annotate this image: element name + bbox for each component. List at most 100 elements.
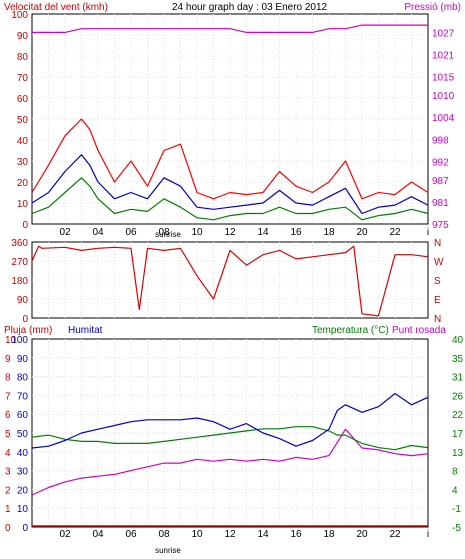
rain-tick-label: 3 — [5, 467, 11, 478]
right-tick-label: 998 — [432, 135, 449, 146]
left-tick-label: 70 — [17, 73, 29, 84]
humidity-tick-label: 40 — [17, 448, 29, 459]
right-tick-label: 975 — [432, 220, 449, 231]
chart-title: 24 hour graph day : 03 Enero 2012 — [172, 2, 328, 13]
sunrise-label-bottom: sunrise — [155, 546, 181, 555]
right-tick-label: 1027 — [432, 28, 455, 39]
rain-tick-label: 4 — [5, 448, 11, 459]
compass-tick-label: N — [434, 238, 441, 249]
temperature-tick-label: 4 — [452, 485, 458, 496]
left-tick-label: 0 — [22, 220, 28, 231]
wind-grid — [32, 14, 428, 224]
x-tick-label: 18 — [323, 529, 335, 540]
x-tick-label: 22 — [389, 529, 401, 540]
wind-direction-series — [31, 245, 429, 317]
humidity-tick-label: 80 — [17, 373, 29, 384]
direction-tick-label: 270 — [11, 257, 28, 268]
rain-axis-label: Pluja (mm) — [4, 325, 52, 336]
gust-series — [31, 118, 429, 200]
compass-tick-label: S — [434, 276, 441, 287]
x-tick-label: 04 — [92, 529, 104, 540]
sunrise-label-top: sunrise — [155, 230, 181, 239]
rain-tick-label: 7 — [5, 391, 11, 402]
temperature-tick-label: 17 — [452, 429, 464, 440]
rain-tick-label: 1 — [5, 504, 11, 515]
right-tick-label: 1004 — [432, 113, 455, 124]
temperature-tick-label: 22 — [452, 410, 464, 421]
wind-speed-axis-label: Velocitat del vent (kmh) — [4, 2, 108, 13]
humidity-tick-label: 60 — [17, 410, 29, 421]
compass-tick-label: N — [434, 314, 441, 325]
temperature-tick-label: 40 — [452, 335, 464, 346]
right-tick-label: 1021 — [432, 51, 455, 62]
rain-tick-label: 0 — [5, 523, 11, 534]
x-tick-label: 22 — [389, 227, 401, 238]
wind-speed-series — [31, 177, 429, 221]
left-tick-label: 100 — [11, 10, 28, 21]
temperature-tick-label: 26 — [452, 391, 464, 402]
direction-axis-ticks: 0 N 90 E 180 S 270 W 360 N — [11, 238, 444, 325]
right-tick-label: 987 — [432, 176, 449, 187]
right-tick-label: 981 — [432, 198, 449, 209]
left-tick-label: 20 — [17, 178, 29, 189]
direction-tick-label: 0 — [22, 314, 28, 325]
x-tick-label: 14 — [257, 227, 269, 238]
rain-tick-label: 9 — [5, 354, 11, 365]
dewpoint-axis-label: Punt rosada — [392, 325, 446, 336]
humidity-tick-label: 10 — [17, 504, 29, 515]
rain-tick-label: 10 — [5, 335, 17, 346]
pressure-axis-label: Pressió (mb) — [404, 2, 461, 13]
x-tick-label: 06 — [125, 529, 137, 540]
humidity-tick-label: 20 — [17, 485, 29, 496]
wind-direction-series — [31, 245, 429, 317]
right-tick-label: 992 — [432, 157, 449, 168]
average-wind-series — [31, 154, 429, 215]
dewpoint-series — [31, 428, 429, 496]
x-tick-label: i — [427, 529, 429, 540]
temperature-tick-label: -5 — [452, 523, 461, 534]
humidity-tick-label: 50 — [17, 429, 29, 440]
wind-axis-ticks: 0102030405060708090100975981987992998100… — [11, 10, 454, 238]
left-tick-label: 90 — [17, 31, 29, 42]
left-tick-label: 80 — [17, 52, 29, 63]
climate-series — [31, 392, 429, 527]
temperature-axis-label: Temperatura (°C) — [312, 325, 389, 336]
x-tick-label: 10 — [191, 227, 203, 238]
direction-tick-label: 180 — [11, 276, 28, 287]
left-tick-label: 10 — [17, 199, 29, 210]
climate-axis-ticks: 0 0 -51 10 -12 20 43 30 84 40 135 50 176 60 227 70 268 80… — [5, 335, 464, 540]
x-tick-label: 10 — [191, 529, 203, 540]
wind-pressure-series — [31, 24, 429, 221]
x-tick-label: 16 — [290, 227, 302, 238]
x-tick-label: 14 — [257, 529, 269, 540]
humidity-axis-label: Humitat — [68, 325, 103, 336]
left-tick-label: 50 — [17, 115, 29, 126]
temperature-series — [31, 426, 429, 451]
temperature-tick-label: 35 — [452, 354, 464, 365]
x-tick-label: 12 — [224, 529, 236, 540]
left-tick-label: 40 — [17, 136, 29, 147]
rain-tick-label: 6 — [5, 410, 11, 421]
x-tick-label: 08 — [158, 529, 170, 540]
direction-grid — [32, 242, 428, 318]
humidity-tick-label: 30 — [17, 467, 29, 478]
x-tick-label: 02 — [59, 529, 71, 540]
humidity-tick-label: 100 — [11, 335, 28, 346]
climate-grid — [32, 339, 428, 527]
humidity-tick-label: 0 — [22, 523, 28, 534]
humidity-tick-label: 70 — [17, 391, 29, 402]
x-tick-label: 20 — [356, 529, 368, 540]
temperature-tick-label: 8 — [452, 467, 458, 478]
temperature-tick-label: 13 — [452, 448, 464, 459]
temperature-tick-label: 31 — [452, 373, 464, 384]
x-tick-label: 20 — [356, 227, 368, 238]
x-tick-label: 06 — [125, 227, 137, 238]
direction-tick-label: 90 — [17, 295, 29, 306]
left-tick-label: 30 — [17, 157, 29, 168]
x-tick-label: 16 — [290, 529, 302, 540]
direction-tick-label: 360 — [11, 238, 28, 249]
rain-tick-label: 8 — [5, 373, 11, 384]
x-tick-label: 18 — [323, 227, 335, 238]
pressure-series — [32, 24, 428, 34]
